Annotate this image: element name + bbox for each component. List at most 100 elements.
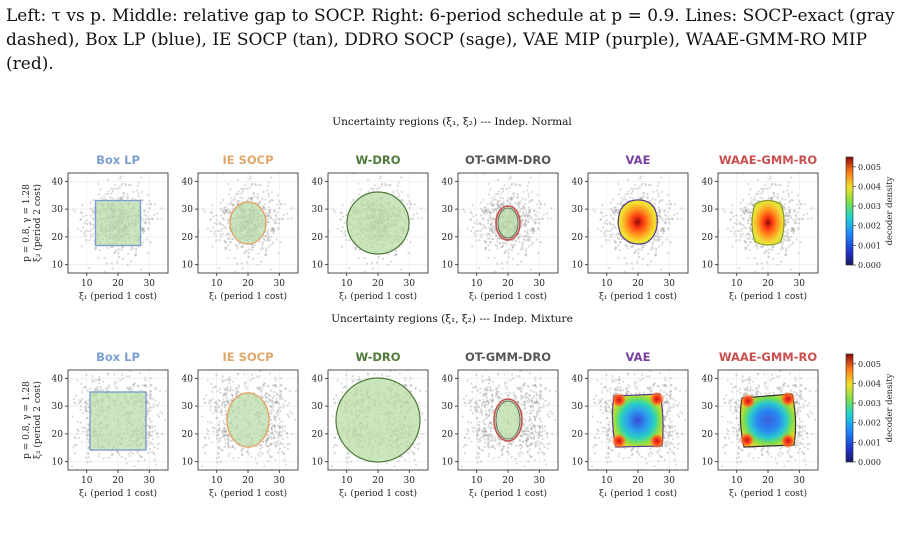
x-tick-label: 20 bbox=[112, 476, 124, 486]
y-tick-label: 20 bbox=[182, 233, 194, 243]
x-tick-label: 10 bbox=[81, 279, 93, 289]
uncertainty-region bbox=[346, 191, 410, 255]
subplot-title: WAAE-GMM-RO bbox=[719, 350, 818, 364]
y-tick-label: 10 bbox=[702, 261, 714, 271]
y-tick-label: 20 bbox=[182, 430, 194, 440]
x-tick-label: 30 bbox=[534, 279, 546, 289]
y-tick-label: 30 bbox=[442, 402, 454, 412]
y-tick-label: 40 bbox=[52, 374, 64, 384]
y-tick-label: 10 bbox=[702, 458, 714, 468]
x-axis-label: ξ₁ (period 1 cost) bbox=[79, 291, 157, 302]
colorbar: 0.000 0.001 0.002 0.003 0.004 0.005 decoder de… bbox=[845, 353, 895, 467]
subplot-box-lp: Box LP 10 20 30 10 20 30 40 ξ₁ (period 1 cost) bbox=[52, 153, 169, 302]
y-tick-label: 30 bbox=[572, 205, 584, 215]
x-tick-label: 30 bbox=[664, 476, 676, 486]
y-tick-label: 40 bbox=[442, 177, 454, 187]
x-tick-label: 30 bbox=[274, 279, 286, 289]
y-tick-label: 10 bbox=[182, 458, 194, 468]
colorbar-tick-label: 0.004 bbox=[858, 379, 881, 388]
y-axis-label: ξ₂ (period 2 cost) bbox=[32, 184, 43, 262]
uncertainty-region bbox=[226, 392, 270, 448]
subplot-title: IE SOCP bbox=[222, 153, 273, 167]
y-tick-label: 20 bbox=[702, 430, 714, 440]
x-tick-label: 20 bbox=[242, 279, 254, 289]
y-tick-label: 20 bbox=[312, 233, 324, 243]
subplot-w-dro: W-DRO 10 20 30 10 20 30 40 ξ₁ (period 1 cost) bbox=[312, 350, 429, 499]
y-tick-label: 30 bbox=[52, 205, 64, 215]
subplot-title: Box LP bbox=[96, 350, 140, 364]
x-tick-label: 20 bbox=[632, 279, 644, 289]
x-tick-label: 10 bbox=[731, 279, 743, 289]
x-tick-label: 20 bbox=[762, 476, 774, 486]
x-tick-label: 30 bbox=[794, 476, 806, 486]
uncertainty-region bbox=[493, 398, 523, 442]
x-tick-label: 20 bbox=[372, 476, 384, 486]
y-tick-label: 10 bbox=[442, 261, 454, 271]
y-tick-label: 40 bbox=[312, 374, 324, 384]
y-tick-label: 40 bbox=[702, 177, 714, 187]
x-tick-label: 10 bbox=[341, 279, 353, 289]
uncertainty-region bbox=[617, 199, 658, 245]
x-tick-label: 30 bbox=[404, 476, 416, 486]
y-tick-label: 20 bbox=[52, 233, 64, 243]
y-tick-label: 20 bbox=[442, 233, 454, 243]
row-title: Uncertainty regions (ξ₁, ξ₂) --- Indep. … bbox=[331, 313, 573, 325]
x-tick-label: 20 bbox=[372, 279, 384, 289]
y-tick-label: 10 bbox=[572, 261, 584, 271]
y-axis-label-params: p = 0.8, γ = 1.28 bbox=[22, 381, 32, 459]
x-axis-label: ξ₁ (period 1 cost) bbox=[79, 488, 157, 499]
subplot-w-dro: W-DRO 10 20 30 10 20 30 40 ξ₁ (period 1 cost) bbox=[312, 153, 429, 302]
x-tick-label: 10 bbox=[471, 279, 483, 289]
subplot-title: WAAE-GMM-RO bbox=[719, 153, 818, 167]
y-tick-label: 10 bbox=[442, 458, 454, 468]
x-axis-label: ξ₁ (period 1 cost) bbox=[339, 488, 417, 499]
colorbar-tick-label: 0.005 bbox=[858, 163, 881, 172]
y-tick-label: 20 bbox=[52, 430, 64, 440]
uncertainty-region bbox=[739, 392, 797, 448]
colorbar-tick-label: 0.000 bbox=[858, 458, 881, 467]
y-tick-label: 30 bbox=[442, 205, 454, 215]
y-tick-label: 30 bbox=[702, 205, 714, 215]
x-tick-label: 20 bbox=[762, 279, 774, 289]
subplot-ot-gmm-dro: OT-GMM-DRO 10 20 30 10 20 30 40 ξ₁ (period 1 cos… bbox=[442, 350, 559, 499]
y-tick-label: 30 bbox=[182, 205, 194, 215]
subplot-title: VAE bbox=[626, 350, 651, 364]
uncertainty-region bbox=[94, 199, 142, 247]
y-tick-label: 10 bbox=[312, 261, 324, 271]
x-tick-label: 20 bbox=[242, 476, 254, 486]
y-tick-label: 30 bbox=[572, 402, 584, 412]
colorbar-tick-label: 0.000 bbox=[858, 261, 881, 270]
subplot-title: W-DRO bbox=[355, 153, 400, 167]
subplot-box-lp: Box LP 10 20 30 10 20 30 40 ξ₁ (period 1 cost) bbox=[52, 350, 169, 499]
x-tick-label: 30 bbox=[404, 279, 416, 289]
y-tick-label: 30 bbox=[52, 402, 64, 412]
x-axis-label: ξ₁ (period 1 cost) bbox=[209, 291, 287, 302]
x-tick-label: 10 bbox=[601, 279, 613, 289]
uncertainty-region bbox=[335, 377, 421, 463]
y-tick-label: 20 bbox=[702, 233, 714, 243]
colorbar-tick-label: 0.003 bbox=[858, 399, 881, 408]
x-tick-label: 30 bbox=[664, 279, 676, 289]
y-tick-label: 40 bbox=[442, 374, 454, 384]
colorbar: 0.000 0.001 0.002 0.003 0.004 0.005 decoder de… bbox=[845, 156, 895, 270]
x-tick-label: 20 bbox=[502, 279, 514, 289]
y-tick-label: 40 bbox=[702, 374, 714, 384]
y-tick-label: 40 bbox=[182, 374, 194, 384]
x-tick-label: 20 bbox=[112, 279, 124, 289]
y-axis-label-params: p = 0.8, γ = 1.28 bbox=[22, 184, 32, 262]
colorbar-tick-label: 0.003 bbox=[858, 202, 881, 211]
y-tick-label: 10 bbox=[52, 261, 64, 271]
colorbar-tick-label: 0.004 bbox=[858, 182, 881, 191]
y-tick-label: 40 bbox=[572, 177, 584, 187]
subplot-title: IE SOCP bbox=[222, 350, 273, 364]
y-tick-label: 10 bbox=[52, 458, 64, 468]
x-axis-label: ξ₁ (period 1 cost) bbox=[729, 488, 807, 499]
y-tick-label: 40 bbox=[52, 177, 64, 187]
x-tick-label: 30 bbox=[144, 279, 156, 289]
y-tick-label: 30 bbox=[312, 402, 324, 412]
y-tick-label: 20 bbox=[572, 430, 584, 440]
subplot-ie-socp: IE SOCP 10 20 30 10 20 30 40 ξ₁ (period 1 cost) bbox=[182, 153, 299, 302]
colorbar-tick-label: 0.002 bbox=[858, 222, 881, 231]
x-axis-label: ξ₁ (period 1 cost) bbox=[469, 291, 547, 302]
y-tick-label: 20 bbox=[312, 430, 324, 440]
